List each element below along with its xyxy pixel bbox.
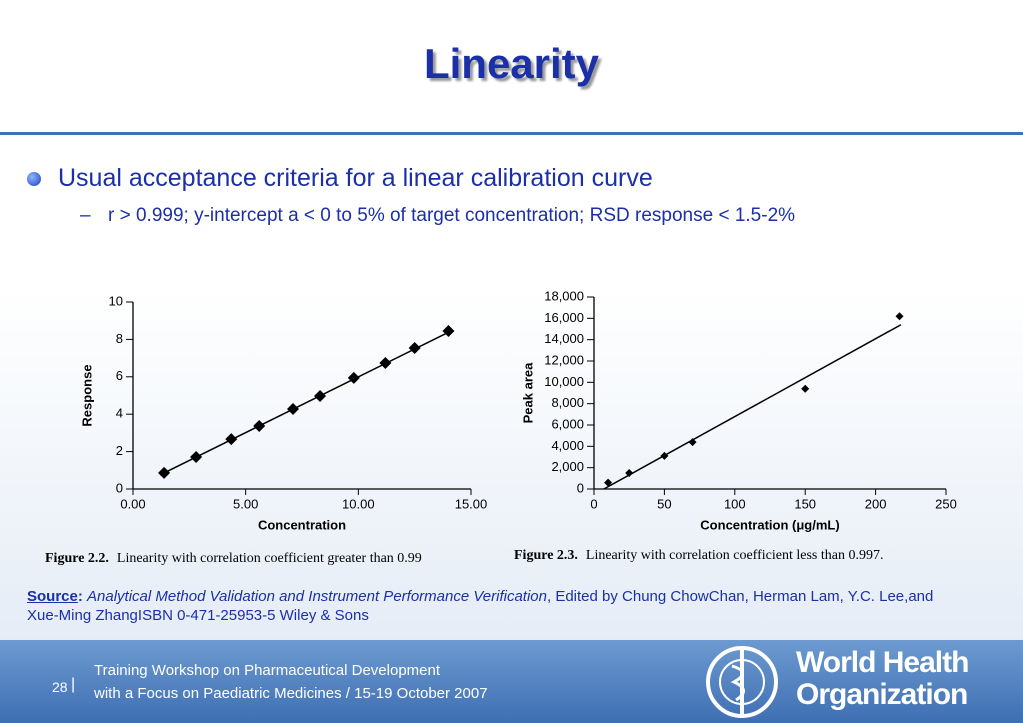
y-tick-label: 6: [116, 368, 123, 383]
sub-bullet-dash: –: [80, 205, 91, 226]
x-tick-label: 15.00: [455, 496, 488, 511]
bullet-dot: [27, 172, 41, 186]
y-axis-label: Peak area: [520, 362, 535, 423]
page-number: 28: [52, 679, 68, 695]
y-tick-label: 8: [116, 331, 123, 346]
y-tick-label: 4,000: [551, 438, 584, 453]
x-tick-label: 10.00: [342, 496, 375, 511]
point: [314, 390, 327, 403]
x-axis-label: Concentration (μg/mL): [700, 517, 839, 532]
sub-bullet: r > 0.999; y-intercept a < 0 to 5% of ta…: [108, 205, 796, 226]
point: [442, 324, 455, 337]
x-tick-label: 150: [794, 496, 816, 511]
point: [347, 371, 360, 384]
point: [408, 342, 421, 355]
point: [158, 466, 171, 479]
source-separator: :: [77, 588, 83, 605]
caption: Linearity with correlation coefficient l…: [586, 548, 884, 563]
y-tick-label: 16,000: [544, 310, 584, 325]
y-tick-label: 8,000: [551, 395, 584, 410]
point: [253, 419, 266, 432]
x-tick-label: 0: [590, 496, 597, 511]
y-tick-label: 10: [109, 293, 123, 308]
x-tick-label: 5.00: [233, 496, 258, 511]
source: Source: Analytical Method Validation and…: [27, 587, 967, 625]
source-label: Source: [27, 588, 78, 605]
point: [225, 433, 238, 446]
point: [688, 438, 697, 447]
point: [604, 478, 613, 487]
source-text: , Edited by Chung ChowChan, Herman Lam, …: [27, 588, 934, 624]
footer: 28 | Training Workshop on Pharmaceutical…: [0, 640, 1023, 723]
y-tick-label: 4: [116, 406, 123, 421]
title-rule: [0, 132, 1023, 135]
point: [190, 451, 203, 464]
x-tick-label: 200: [865, 496, 887, 511]
y-tick-label: 0: [577, 480, 584, 495]
y-tick-label: 2: [116, 443, 123, 458]
bullet: Usual acceptance criteria for a linear c…: [58, 164, 653, 192]
caption-label: Figure 2.3.: [514, 548, 578, 563]
y-axis-label: Response: [79, 364, 94, 426]
y-tick-label: 14,000: [544, 331, 584, 346]
point: [895, 312, 904, 321]
y-tick-label: 12,000: [544, 352, 584, 367]
fit-line: [159, 329, 454, 476]
point: [286, 402, 299, 415]
y-tick-label: 18,000: [544, 288, 584, 303]
point: [625, 469, 634, 477]
y-tick-label: 2,000: [551, 459, 584, 474]
x-tick-label: 0.00: [120, 496, 145, 511]
x-tick-label: 100: [724, 496, 746, 511]
point: [379, 356, 392, 369]
y-tick-label: 0: [116, 480, 123, 495]
slide-title: Linearity: [423, 40, 600, 87]
y-tick-label: 6,000: [551, 416, 584, 431]
charts: 0 2 4 6 8 10 0.00 5.00 10.00 15.00 Concentration Re…: [45, 288, 957, 566]
org-name: World Health: [796, 646, 969, 679]
org-name: Organization: [796, 678, 968, 711]
separator: |: [71, 676, 76, 693]
caption: Linearity with correlation coefficient g…: [117, 551, 422, 566]
footer-line: with a Focus on Paediatric Medicines / 1…: [94, 685, 488, 702]
x-axis-label: Concentration: [258, 517, 346, 532]
x-tick-label: 250: [935, 496, 957, 511]
point: [660, 451, 669, 460]
y-tick-label: 10,000: [544, 374, 584, 389]
point: [801, 384, 810, 393]
fit-line: [603, 324, 902, 490]
who-emblem: [706, 646, 778, 718]
footer-line: Training Workshop on Pharmaceutical Deve…: [94, 662, 441, 679]
caption-label: Figure 2.2.: [45, 551, 109, 566]
source-title: Analytical Method Validation and Instrum…: [87, 588, 547, 605]
x-tick-label: 50: [657, 496, 671, 511]
